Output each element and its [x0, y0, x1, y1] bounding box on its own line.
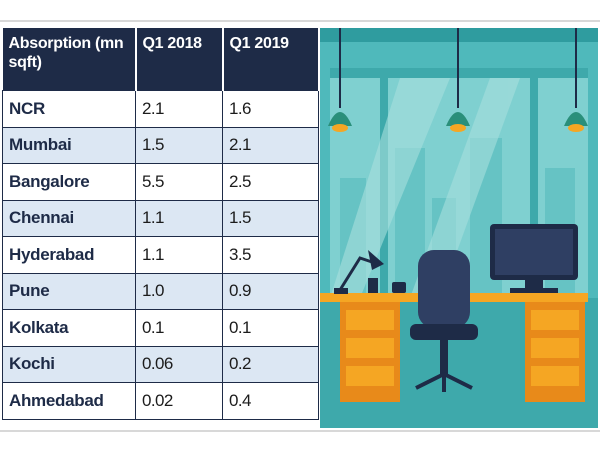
header-cell: Q1 2019 [222, 28, 320, 91]
value-cell: 1.1 [135, 236, 223, 274]
table-body: NCR 2.1 1.6 Mumbai 1.5 2.1 Bangalore 5.5 2.5 Chen… [2, 90, 319, 420]
value-cell: 2.1 [135, 90, 223, 128]
top-rule [0, 20, 600, 22]
absorption-table: Absorption (mn sqft) Q1 2018 Q1 2019 NCR 2.… [2, 28, 320, 420]
city-cell: NCR [2, 90, 136, 128]
bottom-rule [0, 430, 600, 432]
value-cell: 2.5 [222, 163, 319, 201]
value-cell: 1.1 [135, 199, 223, 237]
value-cell: 0.02 [135, 382, 223, 420]
header-cell: Q1 2018 [135, 28, 224, 91]
value-cell: 1.6 [222, 90, 319, 128]
city-cell: Bangalore [2, 163, 136, 201]
value-cell: 5.5 [135, 163, 223, 201]
table-row: Pune 1.0 0.9 [2, 272, 319, 310]
value-cell: 0.2 [222, 345, 319, 383]
header-row: Absorption (mn sqft) Q1 2018 Q1 2019 [2, 28, 320, 91]
table-row: Chennai 1.1 1.5 [2, 199, 319, 237]
value-cell: 2.1 [222, 126, 319, 164]
value-cell: 0.1 [222, 309, 319, 347]
table-row: Mumbai 1.5 2.1 [2, 126, 319, 164]
city-cell: Hyderabad [2, 236, 136, 274]
value-cell: 0.1 [135, 309, 223, 347]
table-row: Kolkata 0.1 0.1 [2, 309, 319, 347]
header-cell: Absorption (mn sqft) [2, 28, 137, 91]
city-cell: Pune [2, 272, 136, 310]
office-illustration [320, 28, 598, 428]
city-cell: Kolkata [2, 309, 136, 347]
value-cell: 0.06 [135, 345, 223, 383]
table-row: Hyderabad 1.1 3.5 [2, 236, 319, 274]
value-cell: 1.0 [135, 272, 223, 310]
value-cell: 1.5 [222, 199, 319, 237]
city-cell: Kochi [2, 345, 136, 383]
value-cell: 0.9 [222, 272, 319, 310]
table-row: Kochi 0.06 0.2 [2, 345, 319, 383]
value-cell: 0.4 [222, 382, 319, 420]
value-cell: 3.5 [222, 236, 319, 274]
city-cell: Mumbai [2, 126, 136, 164]
table-row: NCR 2.1 1.6 [2, 90, 319, 128]
city-cell: Chennai [2, 199, 136, 237]
value-cell: 1.5 [135, 126, 223, 164]
table-row: Bangalore 5.5 2.5 [2, 163, 319, 201]
table-row: Ahmedabad 0.02 0.4 [2, 382, 319, 420]
city-cell: Ahmedabad [2, 382, 136, 420]
